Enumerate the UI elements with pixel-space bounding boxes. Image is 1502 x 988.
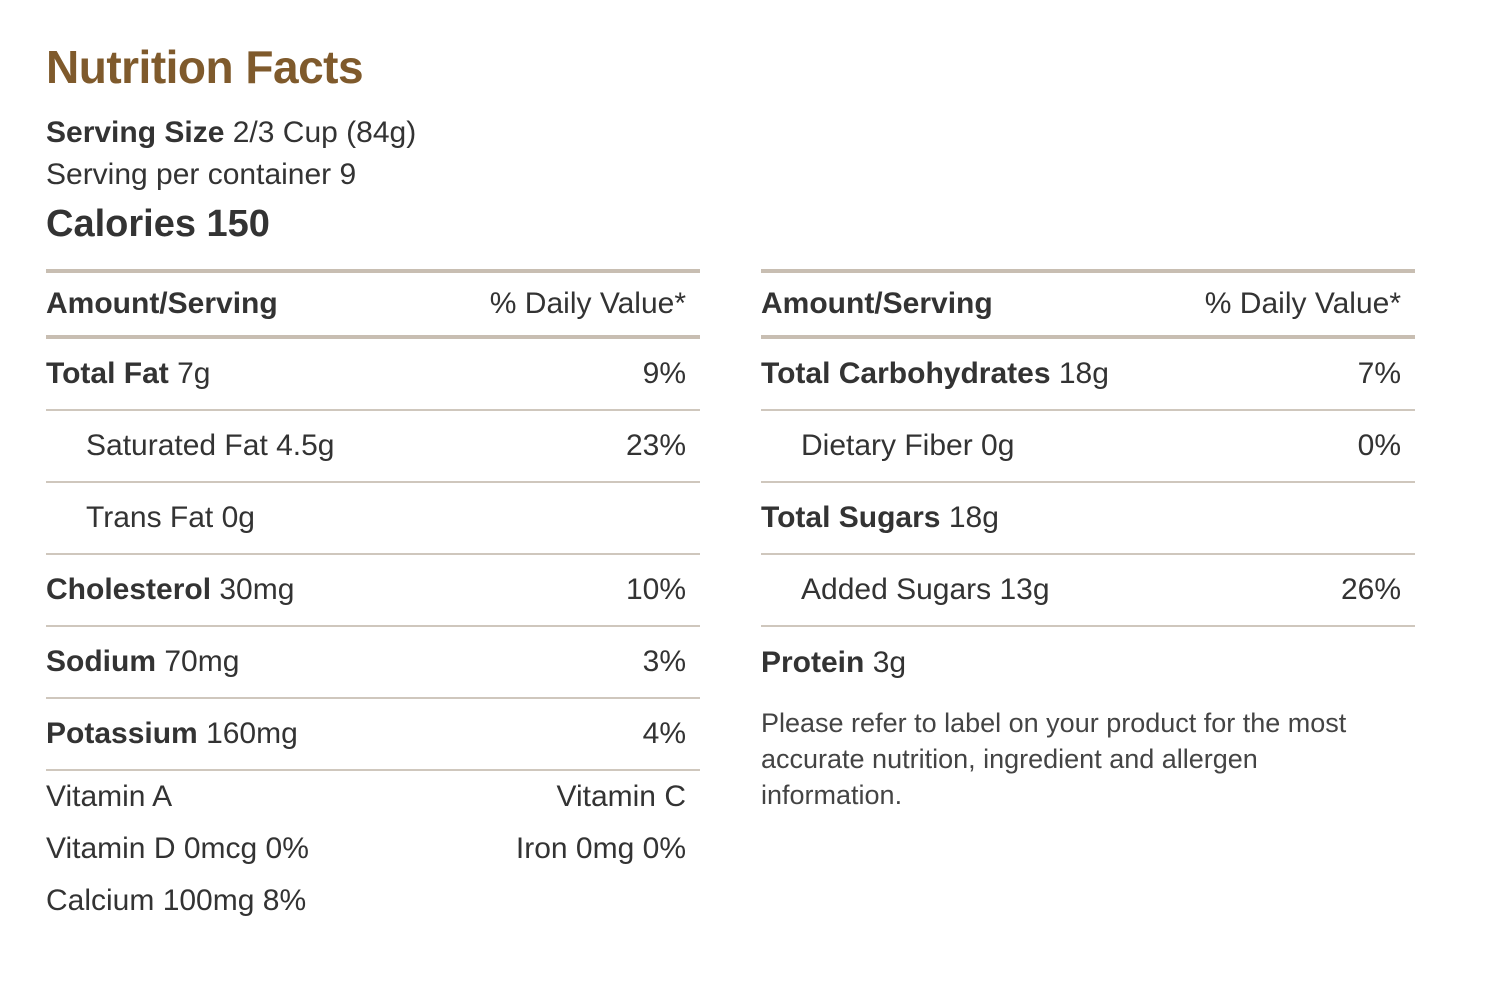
nutrient-name: Total Carbohydrates 18g	[761, 357, 1109, 390]
serving-size-value: 2/3 Cup (84g)	[232, 116, 417, 149]
nutrient-row-dietary-fiber: Dietary Fiber 0g 0%	[761, 411, 1415, 483]
vitamin-a: Vitamin A	[46, 780, 173, 813]
nutrient-dv: 9%	[642, 357, 686, 390]
nutrient-dv: 0%	[1357, 429, 1401, 462]
nutrient-row-cholesterol: Cholesterol 30mg 10%	[46, 555, 700, 627]
nutrient-row-total-fat: Total Fat 7g 9%	[46, 339, 700, 411]
page-title: Nutrition Facts	[46, 41, 364, 93]
nutrient-name: Saturated Fat 4.5g	[86, 429, 335, 462]
nutrient-row-trans-fat: Trans Fat 0g	[46, 483, 700, 555]
nutrients-table-right: Amount/Serving % Daily Value* Total Carb…	[761, 269, 1415, 813]
nutrient-row-total-sugars: Total Sugars 18g	[761, 483, 1415, 555]
nutrient-name: Sodium 70mg	[46, 645, 240, 678]
nutrient-row-total-carbohydrates: Total Carbohydrates 18g 7%	[761, 339, 1415, 411]
header-amount: Amount/Serving	[46, 287, 278, 320]
vitamin-row: Vitamin D 0mcg 0% Iron 0mg 0%	[46, 823, 686, 875]
vitamins-section: Vitamin A Vitamin C Vitamin D 0mcg 0% Ir…	[46, 771, 700, 927]
nutrient-row-potassium: Potassium 160mg 4%	[46, 699, 700, 771]
servings-per-container: Serving per container 9	[46, 158, 357, 191]
table-header: Amount/Serving % Daily Value*	[46, 269, 700, 339]
header-daily-value: % Daily Value*	[1204, 287, 1401, 320]
header-amount: Amount/Serving	[761, 287, 993, 320]
vitamin-row: Calcium 100mg 8%	[46, 875, 686, 927]
nutrient-name: Total Fat 7g	[46, 357, 211, 390]
nutrient-dv: 3%	[642, 645, 686, 678]
nutrient-name: Protein 3g	[761, 646, 907, 679]
serving-size: Serving Size 2/3 Cup (84g)	[46, 114, 416, 152]
nutrient-dv: 26%	[1340, 573, 1401, 606]
nutrient-dv: 7%	[1357, 357, 1401, 390]
nutrient-name: Potassium 160mg	[46, 717, 298, 750]
table-header: Amount/Serving % Daily Value*	[761, 269, 1415, 339]
disclaimer-text: Please refer to label on your product fo…	[761, 708, 1347, 810]
vitamin-c: Vitamin C	[556, 780, 687, 813]
nutrients-table-left: Amount/Serving % Daily Value* Total Fat …	[46, 269, 700, 927]
nutrient-name: Total Sugars 18g	[761, 501, 999, 534]
calcium: Calcium 100mg 8%	[46, 884, 307, 917]
nutrient-row-protein: Protein 3g	[761, 627, 1415, 699]
nutrient-row-saturated-fat: Saturated Fat 4.5g 23%	[46, 411, 700, 483]
nutrient-name: Added Sugars 13g	[801, 573, 1050, 606]
nutrient-name: Dietary Fiber 0g	[801, 429, 1015, 462]
nutrient-row-sodium: Sodium 70mg 3%	[46, 627, 700, 699]
nutrient-name: Trans Fat 0g	[86, 501, 255, 534]
nutrient-dv: 23%	[625, 429, 686, 462]
nutrient-name: Cholesterol 30mg	[46, 573, 295, 606]
vitamin-d: Vitamin D 0mcg 0%	[46, 832, 309, 865]
header-daily-value: % Daily Value*	[489, 287, 686, 320]
calories: Calories 150	[46, 203, 270, 245]
nutrient-dv: 10%	[625, 573, 686, 606]
vitamin-row: Vitamin A Vitamin C	[46, 771, 686, 823]
nutrient-row-added-sugars: Added Sugars 13g 26%	[761, 555, 1415, 627]
iron: Iron 0mg 0%	[515, 832, 686, 865]
nutrient-dv: 4%	[642, 717, 686, 750]
serving-size-label: Serving Size	[46, 116, 225, 149]
